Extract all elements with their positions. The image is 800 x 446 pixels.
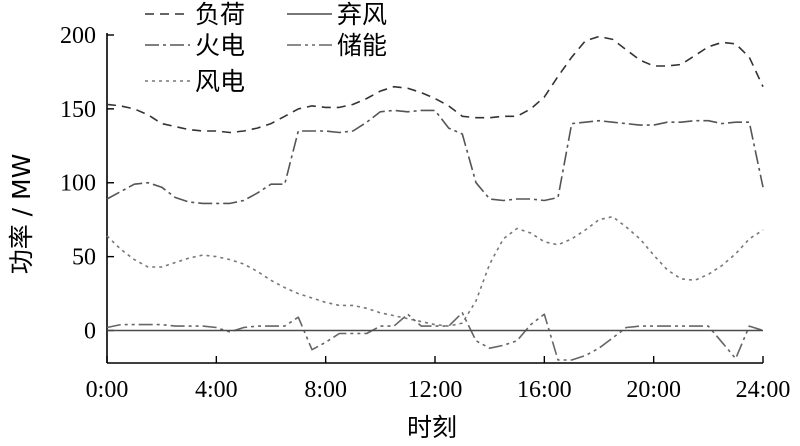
legend-label-3: 储能 (337, 31, 387, 60)
x-axis-title: 时刻 (407, 413, 457, 442)
legend-label-4: 风电 (195, 67, 245, 96)
x-tick-label: 16:00 (517, 377, 572, 403)
y-tick-label: 200 (60, 23, 96, 49)
x-tick-label: 24:00 (736, 377, 791, 403)
x-tick-label: 20:00 (626, 377, 681, 403)
y-tick-label: 150 (60, 97, 96, 123)
x-tick-label: 4:00 (195, 377, 238, 403)
x-tick-label: 12:00 (408, 377, 463, 403)
y-tick-label: 100 (60, 171, 96, 197)
y-axis-title-group: 功率 / MW (7, 154, 36, 275)
y-tick-label: 50 (72, 245, 96, 271)
y-axis-title: 功率 / MW (7, 154, 36, 275)
x-tick-label: 0:00 (86, 377, 129, 403)
series-line-4 (106, 215, 764, 327)
x-tick-label: 8:00 (304, 377, 347, 403)
legend-label-1: 弃风 (337, 0, 387, 29)
series-line-3 (106, 311, 764, 361)
series-layer (106, 35, 764, 361)
y-tick-label: 0 (84, 318, 96, 344)
legend-label-0: 负荷 (195, 0, 245, 29)
legend-label-2: 火电 (195, 31, 245, 60)
series-line-2 (106, 109, 764, 205)
axes: 0 50 100 150 200 0:00 4:00 8:00 12:00 16:00 20:00 2… (60, 23, 790, 403)
